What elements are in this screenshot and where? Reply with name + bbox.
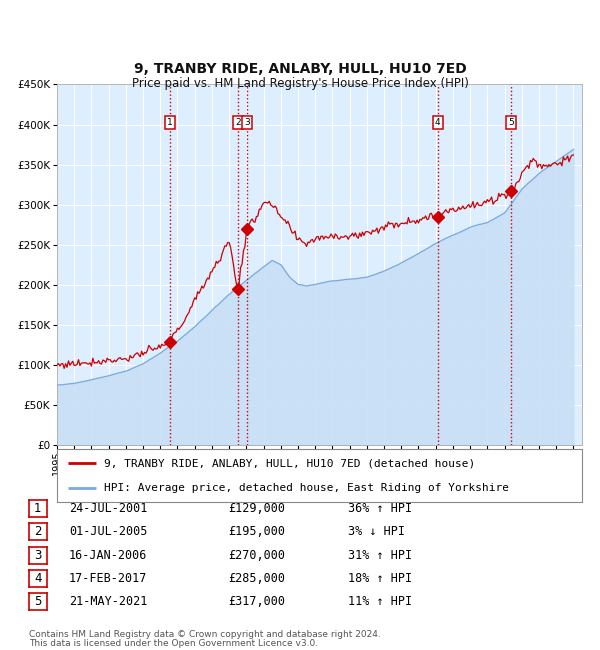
Text: 17-FEB-2017: 17-FEB-2017 [69,572,148,585]
Text: 21-MAY-2021: 21-MAY-2021 [69,595,148,608]
Text: 5: 5 [34,595,41,608]
Text: 2: 2 [235,118,241,127]
Text: £317,000: £317,000 [228,595,285,608]
Text: 31% ↑ HPI: 31% ↑ HPI [348,549,412,562]
Text: 18% ↑ HPI: 18% ↑ HPI [348,572,412,585]
Text: 3% ↓ HPI: 3% ↓ HPI [348,525,405,538]
Text: 3: 3 [244,118,250,127]
Text: 3: 3 [34,549,41,562]
Text: 9, TRANBY RIDE, ANLABY, HULL, HU10 7ED (detached house): 9, TRANBY RIDE, ANLABY, HULL, HU10 7ED (… [104,458,476,469]
Text: HPI: Average price, detached house, East Riding of Yorkshire: HPI: Average price, detached house, East… [104,483,509,493]
Text: 1: 1 [167,118,173,127]
Text: £129,000: £129,000 [228,502,285,515]
Text: £195,000: £195,000 [228,525,285,538]
Text: 36% ↑ HPI: 36% ↑ HPI [348,502,412,515]
Text: This data is licensed under the Open Government Licence v3.0.: This data is licensed under the Open Gov… [29,639,318,648]
Text: Contains HM Land Registry data © Crown copyright and database right 2024.: Contains HM Land Registry data © Crown c… [29,630,380,639]
Text: 5: 5 [508,118,514,127]
Text: 24-JUL-2001: 24-JUL-2001 [69,502,148,515]
Text: 9, TRANBY RIDE, ANLABY, HULL, HU10 7ED: 9, TRANBY RIDE, ANLABY, HULL, HU10 7ED [134,62,466,76]
Text: 11% ↑ HPI: 11% ↑ HPI [348,595,412,608]
Text: 4: 4 [34,572,41,585]
Text: 16-JAN-2006: 16-JAN-2006 [69,549,148,562]
Text: 1: 1 [34,502,41,515]
Text: £270,000: £270,000 [228,549,285,562]
Text: 4: 4 [435,118,440,127]
Text: Price paid vs. HM Land Registry's House Price Index (HPI): Price paid vs. HM Land Registry's House … [131,77,469,90]
Text: 01-JUL-2005: 01-JUL-2005 [69,525,148,538]
Text: 2: 2 [34,525,41,538]
Text: £285,000: £285,000 [228,572,285,585]
